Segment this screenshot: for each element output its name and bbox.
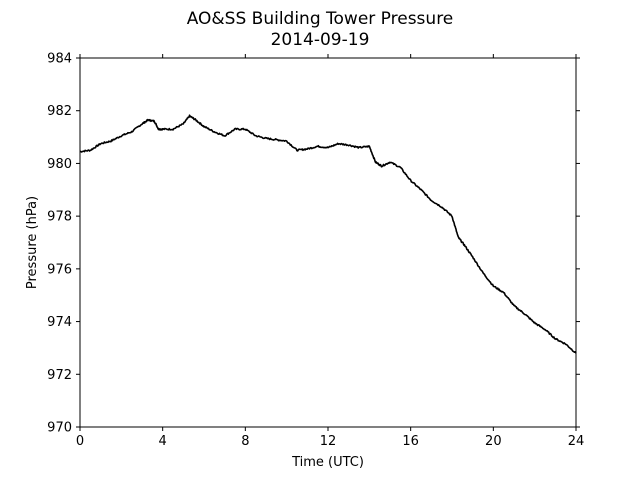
axis-ticks: 0 4 8 12 16 20 24 970 972 974 976 978 980 982 984 — [47, 52, 584, 450]
x-tick-label: 16 — [402, 434, 419, 449]
y-tick-label: 984 — [47, 52, 72, 67]
x-tick-label: 4 — [159, 434, 167, 449]
y-tick-label: 978 — [47, 210, 72, 225]
y-tick-label: 980 — [47, 157, 72, 172]
y-tick-label: 982 — [47, 104, 72, 119]
x-tick-label: 8 — [241, 434, 249, 449]
y-tick-label: 972 — [47, 368, 72, 383]
x-tick-label: 20 — [485, 434, 502, 449]
x-tick-label: 24 — [568, 434, 585, 449]
y-tick-label: 970 — [47, 421, 72, 436]
chart-subtitle: 2014-09-19 — [271, 30, 370, 50]
y-tick-label: 974 — [47, 315, 72, 330]
chart-title: AO&SS Building Tower Pressure — [187, 9, 454, 29]
x-tick-label: 12 — [320, 434, 337, 449]
pressure-series-line — [79, 114, 577, 354]
plot-frame — [79, 57, 577, 428]
x-axis-label: Time (UTC) — [291, 455, 364, 470]
x-tick-label: 0 — [76, 434, 84, 449]
series-group — [79, 114, 577, 354]
y-axis-label: Pressure (hPa) — [25, 196, 40, 289]
y-tick-label: 976 — [47, 262, 72, 277]
